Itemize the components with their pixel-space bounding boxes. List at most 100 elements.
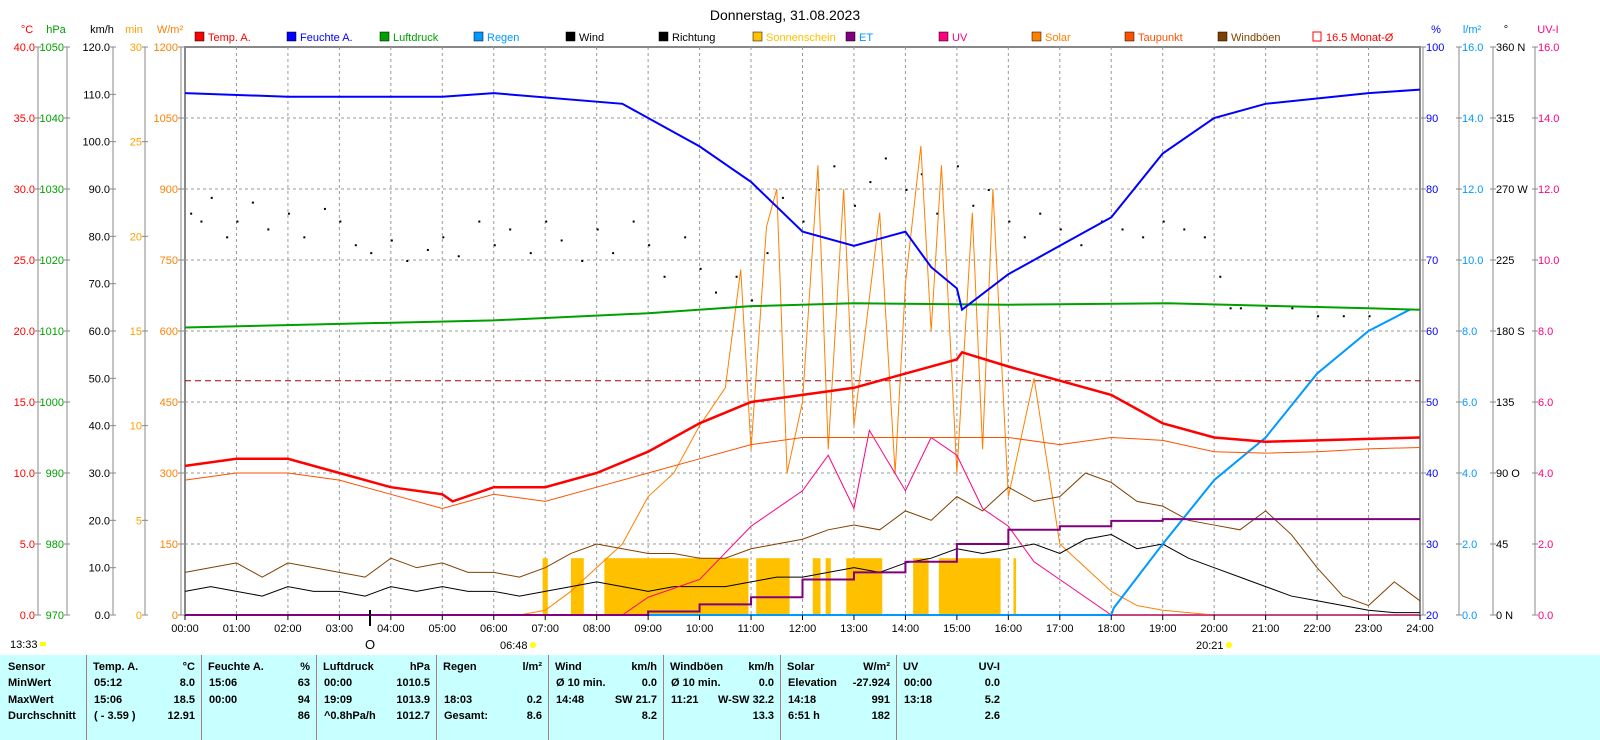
legend-swatch <box>1217 31 1228 42</box>
wind-direction-dot <box>339 220 342 223</box>
table-cell: 11:21 <box>671 694 699 706</box>
table-cell: 0.0 <box>984 677 1000 689</box>
axis-tick-label: 4.0 <box>1538 468 1553 480</box>
axis-tick-label: 30.0 <box>14 184 35 196</box>
sunshine-bar <box>825 558 831 615</box>
wind-direction-dot <box>200 220 203 223</box>
x-tick-label: 12:00 <box>789 623 817 635</box>
axis-tick-label: 10.0 <box>1462 255 1483 267</box>
table-cell: W/m² <box>863 661 890 673</box>
legend-label: Solar <box>1045 32 1071 44</box>
wind-direction-dot <box>1183 228 1186 231</box>
legend-label: 16.5 Monat-Ø <box>1326 32 1394 44</box>
legend-item: Windböen <box>1217 31 1281 44</box>
x-tick-label: 06:00 <box>480 623 508 635</box>
axis-tick-label: 10.0 <box>1538 255 1559 267</box>
axis-tick-label: 0 <box>172 610 178 622</box>
axis-tick-label: 1050 <box>40 42 64 54</box>
axis-tick-label: 990 <box>46 468 64 480</box>
wind-direction-dot <box>936 212 939 215</box>
series-windben <box>184 472 1421 607</box>
x-tick-label: 19:00 <box>1149 623 1177 635</box>
table-cell: Temp. A. <box>93 661 139 673</box>
table-divider <box>436 655 437 740</box>
axis-tick-label: 360 N <box>1496 42 1525 54</box>
sunrise-icon <box>530 642 536 648</box>
x-tick-label: 02:00 <box>274 623 302 635</box>
wind-direction-dot <box>920 173 923 176</box>
wind-direction-dot <box>905 189 908 191</box>
sunshine-bar <box>812 558 821 615</box>
x-tick-label: 08:00 <box>583 623 611 635</box>
wind-direction-dot <box>735 275 738 278</box>
series-uv <box>185 429 1420 616</box>
axis-wind: km/h 0.0 10.0 20.0 30.0 40.0 50.0 60.0 70.0 80.0 9… <box>82 24 116 622</box>
legend-item: 16.5 Monat-Ø <box>1312 31 1394 44</box>
wind-direction-dot <box>833 165 836 168</box>
legend-swatch <box>473 31 484 42</box>
table-cell: km/h <box>748 661 774 673</box>
table-cell: 1013.9 <box>396 694 430 706</box>
table-divider <box>663 655 664 740</box>
axis-tick-label: 315 <box>1496 113 1514 125</box>
axis-hum: % 20 30 40 50 60 70 80 90 100 <box>1420 24 1444 622</box>
wind-direction-dot <box>699 267 702 270</box>
wind-direction-dot <box>545 220 548 223</box>
series-taupunkt <box>184 436 1421 510</box>
legend-label: Windböen <box>1231 32 1281 44</box>
table-divider <box>548 655 549 740</box>
table-cell: 14:18 <box>788 694 817 706</box>
chart-title: Donnerstag, 31.08.2023 <box>710 7 860 23</box>
x-tick-label: 15:00 <box>943 623 971 635</box>
table-cell: hPa <box>409 661 430 673</box>
axis-tick-label: 30 <box>1426 539 1438 551</box>
table-cell: SW 21.7 <box>614 694 657 706</box>
axis-tick-label: 40.0 <box>14 42 35 54</box>
table-cell: 1012.7 <box>396 710 430 722</box>
axis-tick-label: 2.0 <box>1462 539 1477 551</box>
table-cell: W-SW 32.2 <box>717 694 774 706</box>
axis-solar: W/m² 0 150 300 450 600 750 900 1050 1200 <box>154 24 184 622</box>
legend-item: Richtung <box>658 31 715 44</box>
table-cell: Durchschnitt <box>8 710 76 722</box>
table-cell: km/h <box>631 661 657 673</box>
weather-chart: Donnerstag, 31.08.2023 Temp. A. Feuchte A… <box>10 7 1559 652</box>
axis-tick-label: 90 O <box>1496 468 1520 480</box>
wind-direction-dot <box>426 248 429 251</box>
x-tick-label: 21:00 <box>1252 623 1280 635</box>
legend-swatch <box>194 31 205 42</box>
axis-tick-label: 90 <box>1426 113 1438 125</box>
wind-direction-dot <box>781 196 784 199</box>
sunset-icon <box>1226 642 1232 648</box>
legend-label: Taupunkt <box>1138 32 1183 44</box>
wind-direction-dot <box>1317 315 1320 318</box>
table-cell: l/m² <box>522 661 542 673</box>
axis-tick-label: 5.0 <box>20 539 35 551</box>
wind-direction-dot <box>560 239 563 242</box>
axis-dir: ° 0 N 45 90 O 135 180 S 225 270 W 315 360 N <box>1490 24 1528 622</box>
axis-tick-label: 0.0 <box>95 610 110 622</box>
axis-tick-label: 35.0 <box>14 113 35 125</box>
wind-direction-dot <box>972 204 975 207</box>
wind-direction-dot <box>1219 275 1222 278</box>
wind-direction-dot <box>493 244 496 247</box>
wind-direction-dot <box>210 196 213 199</box>
table-cell: MinWert <box>8 677 52 689</box>
axis-tick-label: 4.0 <box>1462 468 1477 480</box>
sunshine-bar <box>756 558 790 615</box>
legend-item: Solar <box>1031 31 1071 44</box>
table-cell: 15:06 <box>94 694 123 706</box>
table-cell: 14:48 <box>556 694 585 706</box>
table-cell: 182 <box>871 710 890 722</box>
sunshine-bar <box>542 558 548 615</box>
wind-direction-dot <box>442 236 445 239</box>
table-cell: 00:00 <box>209 694 238 706</box>
table-divider <box>86 655 87 740</box>
table-cell: Ø 10 min. <box>556 677 606 689</box>
axis-pressure: hPa 970 980 990 1000 1010 1020 1030 1040 1050 <box>40 24 70 622</box>
legend-item: ET <box>845 31 873 44</box>
axis-tick-label: 600 <box>160 326 178 338</box>
axis-tick-label: 900 <box>160 184 178 196</box>
axis-tick-label: 0.0 <box>1462 610 1477 622</box>
axis-unit: °C <box>21 24 33 36</box>
